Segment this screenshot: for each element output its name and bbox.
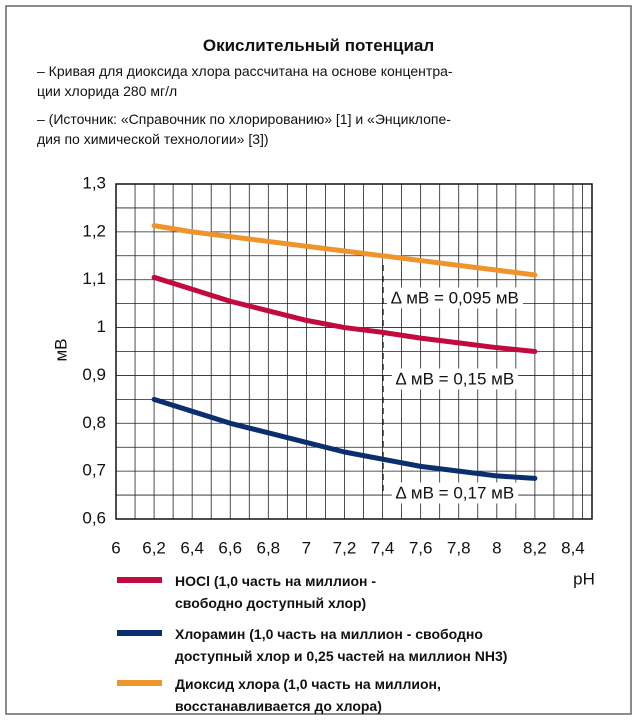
- legend-label: HOCl (1,0 часть на миллион - свободно до…: [175, 573, 377, 611]
- x-tick-label: 7,8: [447, 538, 471, 557]
- x-tick-label: 7,4: [371, 538, 395, 557]
- x-tick-label: 6,2: [142, 538, 166, 557]
- x-tick-label: 8: [492, 538, 501, 557]
- annotation: ∆ мВ = 0,15 мВ: [396, 369, 514, 388]
- y-axis-label: мВ: [51, 338, 70, 361]
- x-tick-label: 6: [111, 538, 120, 557]
- annotation-bg: [387, 287, 523, 309]
- x-tick-label: 8,2: [523, 538, 547, 557]
- y-tick-label: 1,2: [82, 221, 106, 240]
- x-axis-label: pH: [573, 569, 595, 588]
- annotation: ∆ мВ = 0,095 мВ: [391, 288, 519, 307]
- annotation-bg: [391, 482, 519, 504]
- annotation-bg: [391, 368, 519, 390]
- x-tick-label: 6,4: [180, 538, 204, 557]
- frame: [5, 5, 632, 715]
- chart-title: Окислительный потенциал: [202, 36, 435, 55]
- series-line: [151, 396, 538, 481]
- annotation: ∆ мВ = 0,17 мВ: [396, 483, 514, 502]
- note: – Кривая для диоксида хлора рассчитана н…: [37, 63, 453, 99]
- y-tick-label: 1,1: [82, 269, 106, 288]
- y-tick-label: 1,3: [82, 173, 106, 192]
- y-tick-label: 0,7: [82, 461, 106, 480]
- x-tick-label: 7,2: [333, 538, 357, 557]
- legend-label: Хлорамин (1,0 часть на миллион - свободн…: [175, 626, 508, 664]
- y-tick-label: 0,6: [82, 508, 106, 527]
- plot-border: [115, 183, 593, 520]
- x-tick-label: 8,4: [561, 538, 585, 557]
- y-tick-label: 0,9: [82, 365, 106, 384]
- series-line: [151, 223, 538, 278]
- x-tick-label: 6,8: [256, 538, 280, 557]
- x-tick-label: 6,6: [218, 538, 242, 557]
- series-line: [151, 274, 538, 354]
- legend-label: Диоксид хлора (1,0 часть на миллион, вос…: [175, 676, 441, 714]
- y-tick-label: 0,8: [82, 413, 106, 432]
- x-tick-label: 7,6: [409, 538, 433, 557]
- y-tick-label: 1: [97, 317, 106, 336]
- note: – (Источник: «Справочник по хлорированию…: [37, 111, 451, 147]
- x-tick-label: 7: [302, 538, 311, 557]
